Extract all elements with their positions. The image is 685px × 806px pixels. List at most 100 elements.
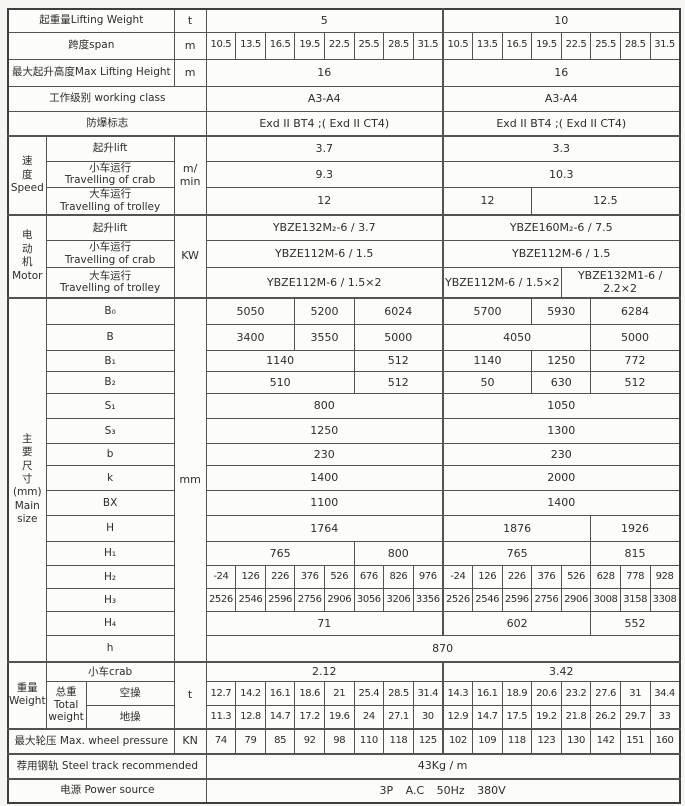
value-cell: 110: [353, 727, 385, 755]
label-cell: h: [45, 635, 175, 663]
value-cell: 1300: [441, 418, 681, 445]
table-row: B₂ 510 512 50 630 512: [8, 371, 681, 395]
table-row: b 230 230: [8, 443, 681, 467]
value-cell: 25.4: [353, 681, 385, 707]
table-row: 重量 Weight 小车crab t 2.12 3.42: [7, 660, 681, 730]
value-cell: 510: [205, 371, 355, 395]
value-cell: 6024: [353, 296, 444, 326]
value-cell: 14.7: [471, 705, 503, 730]
value-cell: 376: [531, 565, 562, 590]
value-cell: 552: [590, 611, 681, 637]
table-row: 大车运行 Travelling of trolley 12 12 12.5: [8, 187, 681, 216]
value-cell: 28.5: [383, 681, 414, 707]
value-cell: -24: [205, 565, 237, 590]
value-cell: 10.5: [441, 31, 473, 60]
value-cell: 16.1: [264, 681, 296, 707]
value-cell: 1140: [441, 350, 533, 373]
value-cell: 3158: [619, 588, 651, 613]
value-cell: 10.3: [441, 160, 681, 189]
label-cell: 电 动 机 Motor: [7, 213, 47, 299]
value-cell: 17.2: [294, 705, 325, 730]
value-cell: 230: [205, 443, 444, 467]
table-row: 小车运行 Travelling of crab YBZE112M-6 / 1.5 Y…: [8, 240, 681, 269]
value-cell: 71: [205, 611, 444, 637]
value-cell: 1876: [441, 515, 592, 543]
value-cell: 13.5: [235, 31, 266, 60]
value-cell: 12: [441, 187, 533, 216]
value-cell: YBZE160M₂-6 / 7.5: [441, 213, 681, 242]
value-cell: 17.5: [501, 705, 533, 730]
value-cell: 20.6: [531, 681, 562, 707]
value-cell: 2756: [531, 588, 562, 613]
value-cell: 98: [323, 727, 355, 755]
label-cell: b: [45, 443, 175, 467]
value-cell: 2546: [235, 588, 266, 613]
value-cell: 5930: [531, 296, 592, 326]
table-row: 地操 11.3 12.8 14.7 17.2 19.6 24 27.1 30 12.9 14.7 17…: [8, 705, 681, 730]
value-cell: 1250: [205, 418, 444, 445]
value-cell: m: [173, 58, 207, 87]
table-row: 总重 Total weight 空操 12.7 14.2 16.1 18.6 21 25.4 2…: [8, 681, 681, 730]
value-cell: 16.5: [264, 31, 296, 60]
value-cell: 2526: [441, 588, 473, 613]
table-row: B₁ 1140 512 1140 1250 772: [8, 350, 681, 373]
value-cell: 11.3: [205, 705, 237, 730]
value-cell: 13.5: [471, 31, 503, 60]
value-cell: 126: [235, 565, 266, 590]
value-cell: 1926: [590, 515, 681, 543]
label-cell: S₃: [45, 418, 175, 445]
value-cell: 512: [353, 371, 444, 395]
value-cell: 34.4: [649, 681, 681, 707]
value-cell: 628: [590, 565, 621, 590]
value-cell: 109: [471, 727, 503, 755]
value-cell: 25.5: [590, 31, 621, 60]
label-cell: 速 度 Speed: [7, 135, 47, 216]
value-cell: 12: [205, 187, 444, 216]
value-cell: 50: [441, 371, 533, 395]
value-cell: YBZE112M-6 / 1.5×2: [205, 267, 444, 299]
value-cell: 800: [353, 541, 444, 567]
label-cell: 电源 Power source: [7, 777, 207, 804]
label-cell: 工作级别 working class: [7, 85, 207, 112]
value-cell: 10: [441, 8, 681, 33]
label-cell: k: [45, 465, 175, 492]
value-cell: KN: [173, 727, 207, 755]
value-cell: 27.6: [590, 681, 621, 707]
value-cell: 765: [205, 541, 355, 567]
value-cell: 1050: [441, 393, 681, 420]
value-cell: 3.42: [441, 660, 681, 683]
table-row: B 3400 3550 5000 4050 5000: [8, 324, 681, 352]
value-cell: 118: [501, 727, 533, 755]
value-cell: YBZE112M-6 / 1.5: [441, 240, 681, 269]
value-cell: 14.7: [264, 705, 296, 730]
label-cell: 大车运行 Travelling of trolley: [45, 267, 175, 299]
value-cell: 43Kg / m: [205, 752, 681, 780]
value-cell: 5700: [441, 296, 533, 326]
label-cell: 起升lift: [45, 135, 175, 162]
value-cell: 3008: [590, 588, 621, 613]
table-row: k 1400 2000: [8, 465, 681, 492]
value-cell: 3400: [205, 324, 296, 352]
label-cell: 起升lift: [45, 213, 175, 242]
label-cell: 防爆标志: [7, 110, 207, 137]
table-row: 起重量Lifting Weight t 5 10: [7, 8, 681, 33]
value-cell: YBZE112M-6 / 1.5×2: [441, 267, 562, 299]
table-row: S₃ 1250 1300: [8, 418, 681, 445]
table-row: BX 1100 1400: [8, 490, 681, 517]
label-cell: 最大轮压 Max. wheel pressure: [7, 727, 175, 755]
value-cell: 2906: [323, 588, 355, 613]
value-cell: 5000: [590, 324, 681, 352]
label-cell: BX: [45, 490, 175, 517]
value-cell: 29.7: [619, 705, 651, 730]
value-cell: 14.3: [441, 681, 473, 707]
value-cell: 3550: [294, 324, 355, 352]
value-cell: 772: [590, 350, 681, 373]
value-cell: 226: [264, 565, 296, 590]
value-cell: 31.5: [412, 31, 444, 60]
value-cell: 5: [205, 8, 444, 33]
value-cell: 19.5: [531, 31, 562, 60]
value-cell: 526: [560, 565, 592, 590]
value-cell: 85: [264, 727, 296, 755]
value-cell: 16.1: [471, 681, 503, 707]
label-cell: 跨度span: [7, 31, 175, 60]
